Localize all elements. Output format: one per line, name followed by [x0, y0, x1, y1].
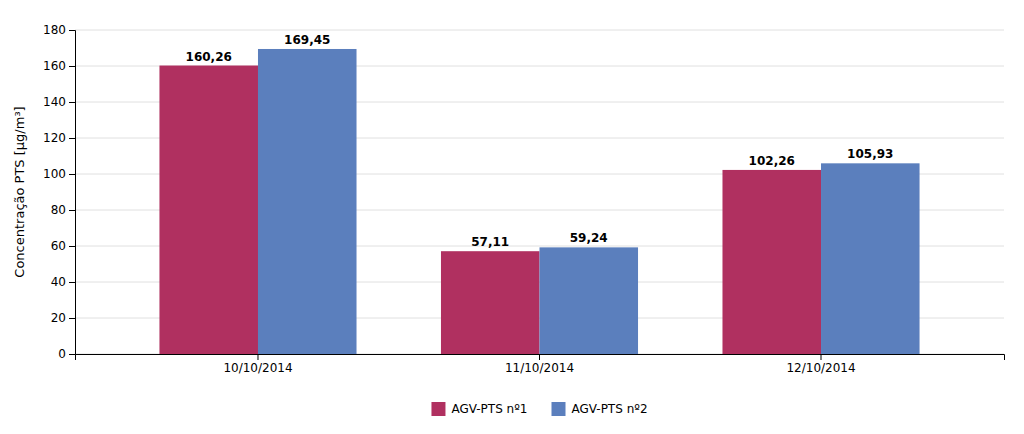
legend-swatch [431, 402, 445, 416]
data-label: 59,24 [570, 231, 608, 245]
plot-area: 160,26 57,11 102,26 169,45 59,24 105,93 10/10/… [43, 23, 1004, 374]
y-tick: 140 [43, 95, 75, 109]
y-tick-mark [69, 66, 75, 67]
y-tick: 120 [43, 131, 75, 145]
x-tick: 11/10/2014 [505, 354, 574, 375]
bar [159, 66, 258, 354]
y-tick: 100 [43, 167, 75, 181]
legend-label: AGV-PTS nº1 [451, 402, 527, 416]
y-tick-label: 140 [43, 95, 66, 109]
legend-swatch [552, 402, 566, 416]
y-tick: 60 [51, 239, 75, 253]
data-labels: 160,26 57,11 102,26 169,45 59,24 105,93 [186, 33, 894, 249]
x-tick-label: 12/10/2014 [786, 361, 855, 375]
legend: AGV-PTS nº1 AGV-PTS nº2 [431, 402, 647, 417]
y-tick-mark [69, 30, 75, 31]
y-axis-title: Concentração PTS [µg/m³] [12, 106, 27, 277]
bar-series [258, 49, 920, 354]
x-tick: 12/10/2014 [786, 354, 855, 375]
y-tick-mark [69, 354, 75, 355]
y-tick-label: 180 [43, 23, 66, 37]
y-axis: 0 20 40 60 80 100 120 140 160 180 [43, 23, 75, 361]
grid [75, 30, 1004, 354]
y-tick-label: 160 [43, 59, 66, 73]
y-tick-label: 40 [51, 275, 66, 289]
bar [540, 247, 639, 354]
y-tick: 160 [43, 59, 75, 73]
y-tick-mark [69, 282, 75, 283]
y-tick-mark [69, 138, 75, 139]
y-tick: 80 [51, 203, 75, 217]
y-tick-mark [69, 102, 75, 103]
y-tick-mark [69, 210, 75, 211]
data-label: 169,45 [284, 33, 330, 47]
x-axis: 10/10/2014 11/10/2014 12/10/2014 [76, 354, 1005, 375]
bar [441, 251, 540, 354]
y-tick-label: 60 [51, 239, 66, 253]
y-tick: 20 [51, 311, 75, 325]
y-tick: 180 [43, 23, 75, 37]
y-tick-label: 0 [58, 347, 66, 361]
y-tick: 0 [58, 347, 75, 361]
x-tick-label: 10/10/2014 [223, 361, 292, 375]
data-label: 105,93 [847, 147, 893, 161]
y-tick-label: 20 [51, 311, 66, 325]
bars [159, 49, 919, 354]
y-tick-label: 80 [51, 203, 66, 217]
x-tick-label: 11/10/2014 [505, 361, 574, 375]
y-axis-line [69, 31, 76, 355]
legend-item: AGV-PTS nº2 [552, 402, 648, 417]
y-tick-label: 100 [43, 167, 66, 181]
y-tick: 40 [51, 275, 75, 289]
data-label: 102,26 [749, 154, 795, 168]
bar [722, 170, 821, 354]
bar [821, 163, 920, 354]
bar [258, 49, 357, 354]
y-tick-label: 120 [43, 131, 66, 145]
x-tick: 10/10/2014 [223, 354, 292, 375]
y-tick-mark [69, 246, 75, 247]
y-tick-mark [69, 174, 75, 175]
data-label: 57,11 [471, 235, 509, 249]
legend-item: AGV-PTS nº1 [431, 402, 527, 417]
grid-line [75, 30, 1004, 31]
x-tick-mark [539, 354, 540, 360]
x-tick-mark [257, 354, 258, 360]
legend-label: AGV-PTS nº2 [572, 402, 648, 416]
chart: 160,26 57,11 102,26 169,45 59,24 105,93 10/10/… [0, 0, 1024, 434]
y-tick-mark [69, 318, 75, 319]
data-label: 160,26 [186, 50, 232, 64]
x-axis-line [76, 355, 1005, 361]
x-tick-mark [821, 354, 822, 360]
